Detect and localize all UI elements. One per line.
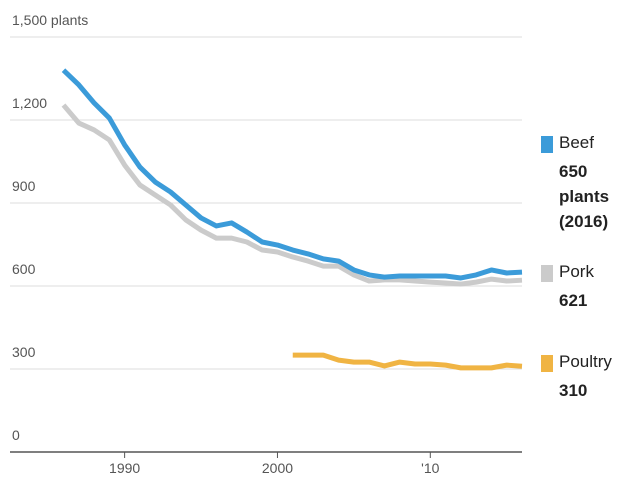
y-tick-label: 300 [12,344,36,360]
legend-label: Beef [559,133,594,152]
series-line [292,352,523,371]
legend-swatch [541,265,553,282]
y-tick-label: 1,200 [12,95,47,111]
legend-label: Poultry [559,352,612,371]
x-tick-label: 2000 [262,460,293,476]
end-value-label: 310 [559,381,588,400]
legend-swatch [541,136,553,153]
series-line [61,103,523,287]
end-value-label: 621 [559,291,588,310]
legend-swatch [541,355,553,372]
x-tick-label: 1990 [109,460,140,476]
y-tick-label: 1,500 plants [12,12,88,28]
y-tick-label: 900 [12,178,36,194]
legend-label: Pork [559,262,594,281]
y-tick-label: 600 [12,261,36,277]
x-tick-label: '10 [421,460,439,476]
end-value-label: 650 plants (2016) [559,162,610,231]
y-tick-label: 0 [12,427,20,443]
series-line [61,68,523,281]
